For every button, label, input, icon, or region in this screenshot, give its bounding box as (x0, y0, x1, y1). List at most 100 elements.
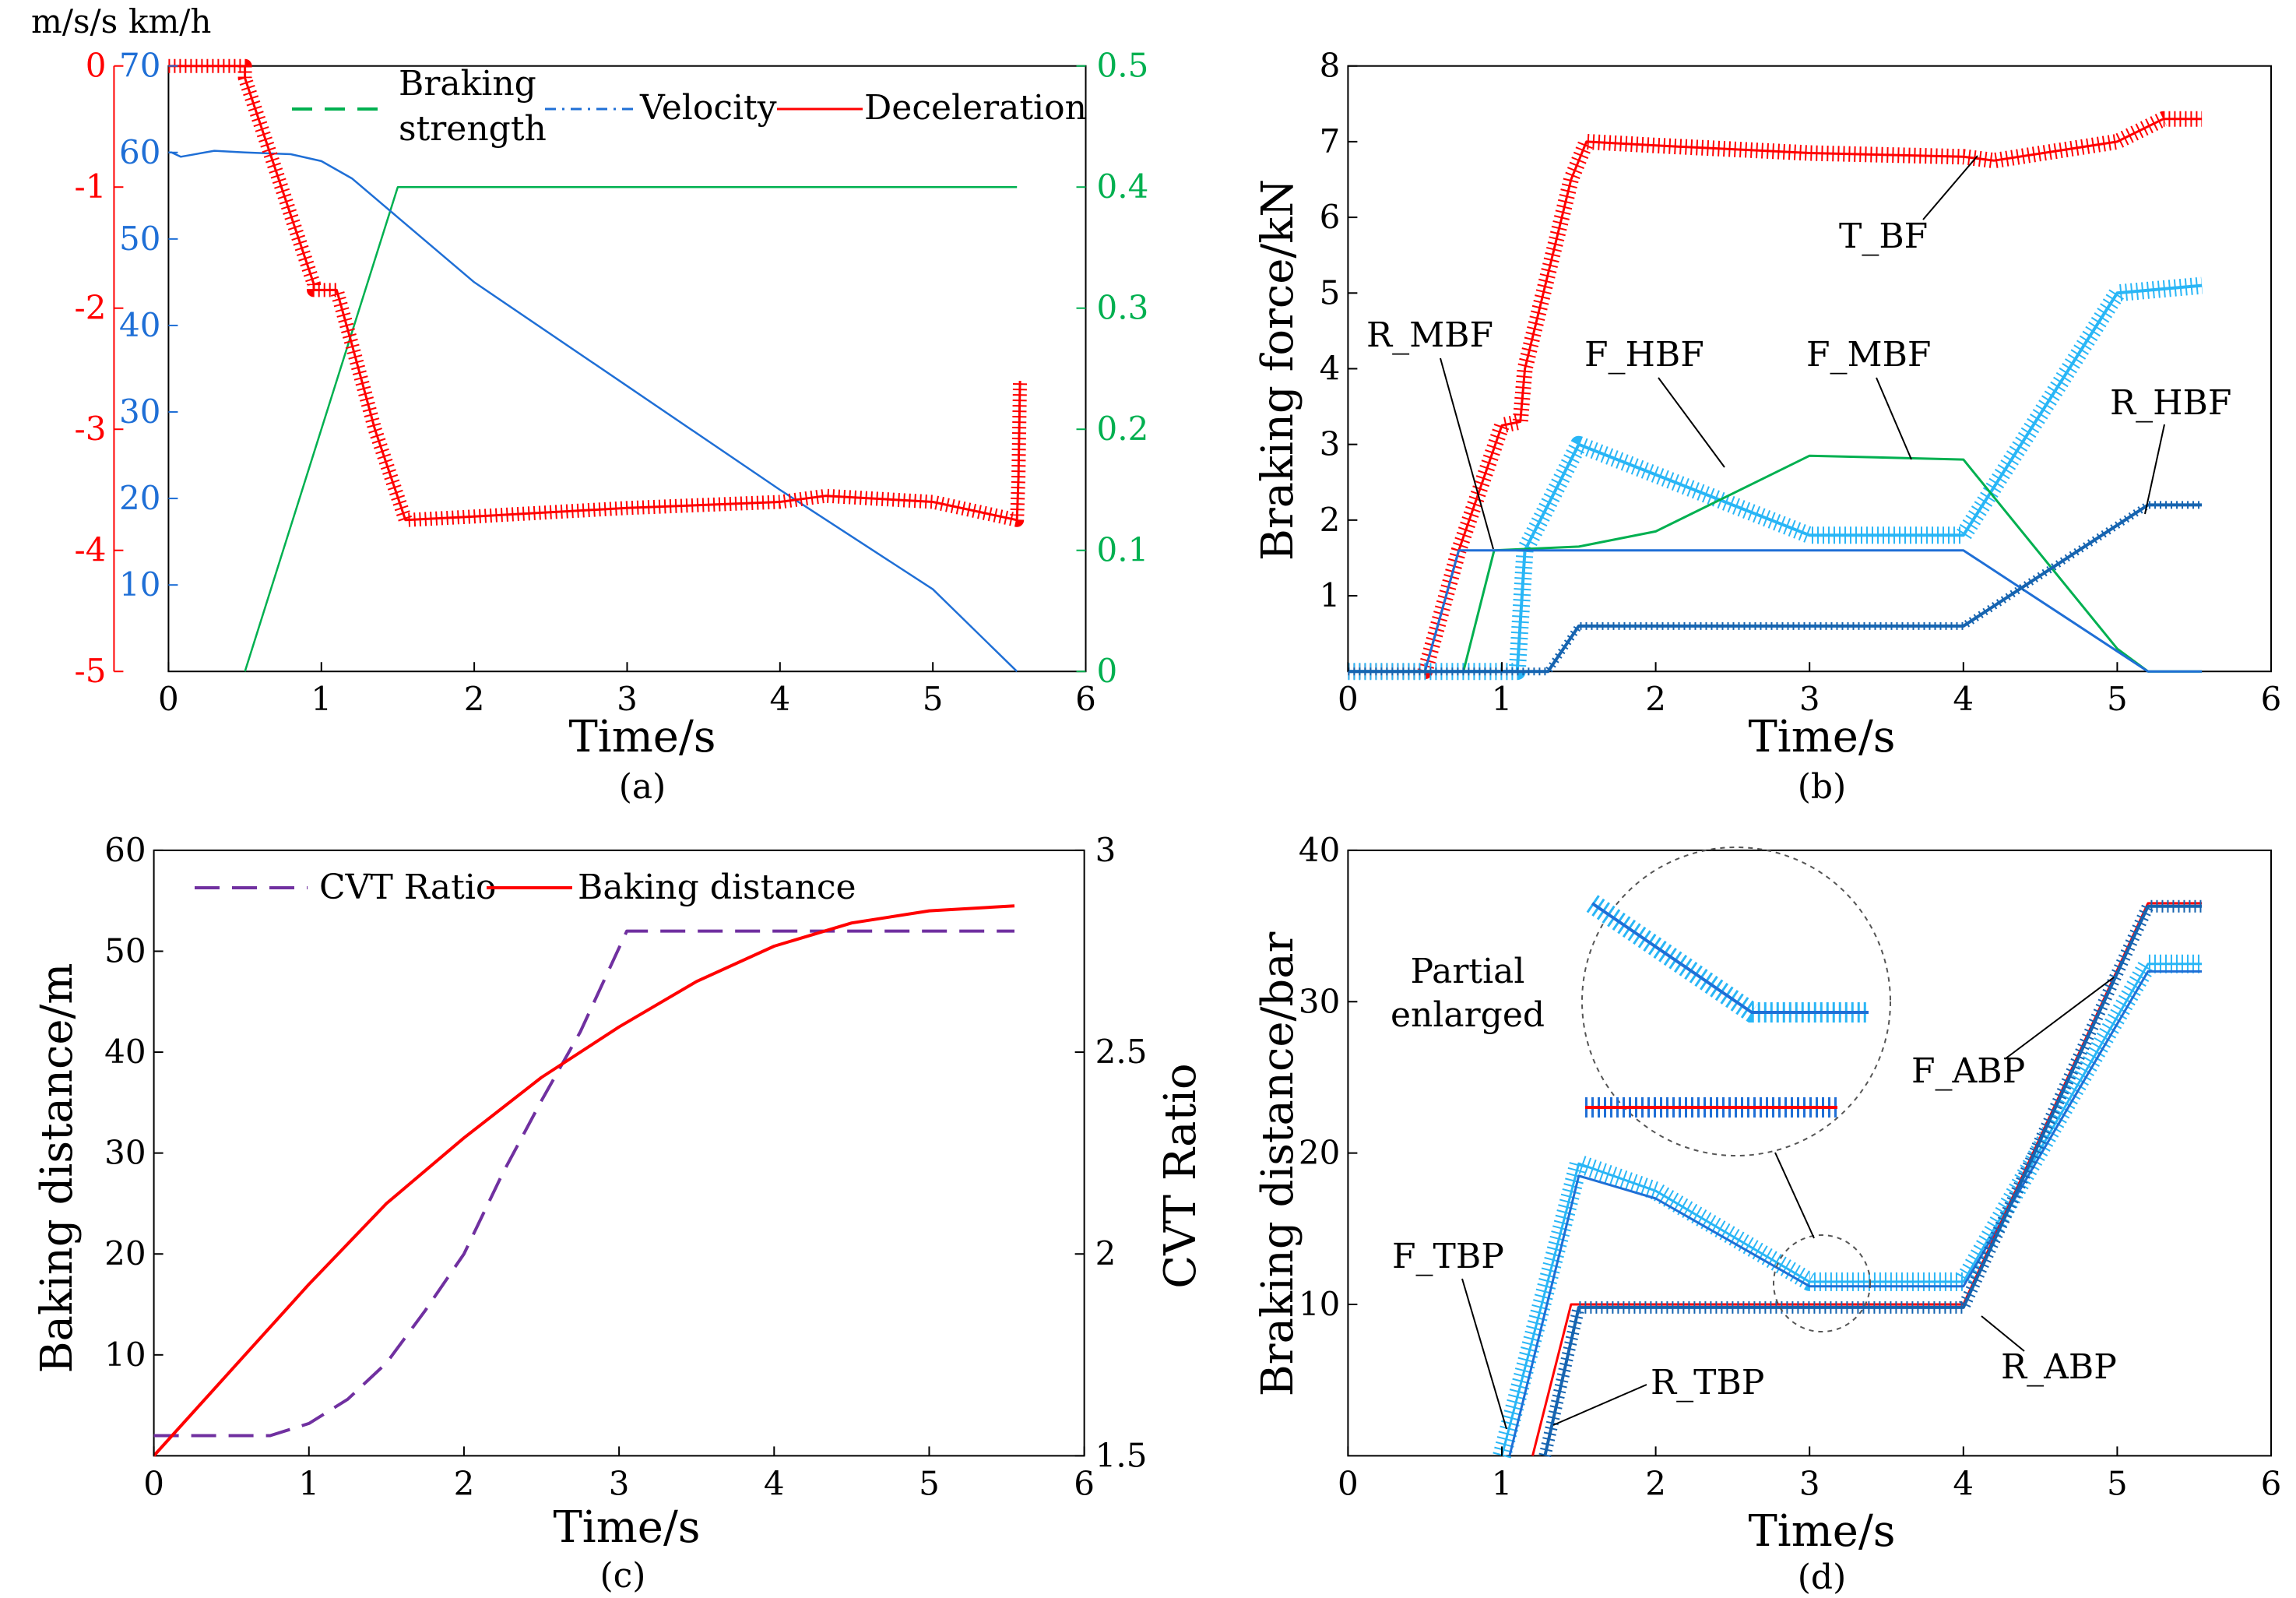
panel-a-xlabel: Time/s (568, 712, 716, 762)
panel-c-xtick-0: 0 (143, 1464, 164, 1502)
panel-a-ticks: 0 1 2 3 4 5 60-1-2-3-4-5706050403020100.50.40.… (75, 47, 1149, 719)
annotation-f-hbf: F_HBF (1584, 335, 1704, 375)
panel-a-xtick-2: 2 (464, 680, 485, 718)
panel-b-ytick-y-1: 2 (1320, 501, 1341, 539)
panel-c-xtick-6: 6 (1074, 1464, 1095, 1502)
legend-braking-strength-label-2: strength (399, 109, 547, 149)
panel-a-ytick-decel-5: -5 (75, 652, 107, 690)
annotation-r-abp-leader (1981, 1315, 2025, 1352)
panel-b-xtick-5: 5 (2107, 680, 2128, 718)
panel-b-series-t-bf (1348, 118, 2203, 673)
panel-b-ytick-y-5: 6 (1320, 198, 1341, 236)
panel-d-series-f-abp (1508, 970, 2203, 1456)
panel-b-xtick-3: 3 (1799, 680, 1820, 718)
panel-c-ytick-yr-0: 1.5 (1095, 1436, 1148, 1474)
panel-a-xtick-5: 5 (923, 680, 944, 718)
panel-c-series-cvt-ratio (153, 929, 1014, 1438)
panel-b-ytick-y-0: 1 (1320, 576, 1341, 614)
annotation-r-tbp: R_TBP (1651, 1363, 1764, 1403)
panel-a-series-velocity (168, 150, 1018, 673)
panel-c-ytick-y-0: 10 (104, 1336, 146, 1374)
panel-b-xtick-0: 0 (1338, 680, 1359, 718)
panel-d-xlabel: Time/s (1748, 1506, 1895, 1557)
panel-a-xtick-6: 6 (1075, 680, 1096, 718)
panel-b-series-r-mbf (1348, 549, 2203, 673)
panel-c-series-baking-distance (153, 904, 1015, 1457)
panel-b-caption: (b) (1798, 767, 1847, 807)
panel-b-ytick-y-4: 5 (1320, 273, 1341, 312)
panel-b-ylabel: Braking force/kN (1253, 179, 1303, 561)
legend-baking-distance-label: Baking distance (578, 868, 856, 907)
panel-c-ticks: 0 1 2 3 4 5 6 10 20 30 40 50 60 1.5 2 2.5 3 (104, 831, 1147, 1503)
panel-c-ytick-yr-2: 2.5 (1095, 1033, 1148, 1071)
panel-c-xtick-1: 1 (298, 1464, 319, 1502)
panel-b-xtick-4: 4 (1953, 680, 1974, 718)
panel-d-xtick-3: 3 (1799, 1464, 1820, 1502)
panel-c-xlabel: Time/s (553, 1502, 700, 1553)
panel-c-ylabel: Baking distance/m (32, 963, 83, 1373)
panel-d-xtick-4: 4 (1953, 1464, 1974, 1502)
panel-a-plot-area (167, 58, 1087, 673)
panel-a-ytick-bs-5: 0 (1097, 652, 1118, 690)
legend-braking-strength-label-1: Braking (399, 64, 536, 104)
panel-c-caption: (c) (600, 1556, 646, 1596)
annotation-r-hbf-leader (2144, 424, 2165, 515)
panel-a: m/s/s km/h 0 1 2 3 4 5 60-1-2-3-4-570605040302… (31, 2, 1148, 807)
panel-a-ytick-vel-1: 60 (119, 133, 160, 171)
panel-a-unit-left: m/s/s (31, 2, 118, 40)
panel-c-ytick-y-2: 30 (104, 1134, 146, 1172)
panel-c-ytick-y-4: 50 (104, 931, 146, 970)
panel-a-series-deceleration-noise (168, 58, 1028, 527)
panel-b-ytick-y-2: 3 (1320, 425, 1341, 463)
panel-a-ytick-bs-3: 0.2 (1097, 410, 1149, 448)
panel-a-ytick-vel-6: 10 (119, 565, 160, 604)
panel-b-ytick-y-7: 8 (1320, 47, 1341, 85)
panel-b-series-t-bf-noise (1348, 111, 2203, 680)
panel-c-legend: CVT Ratio Baking distance (195, 868, 856, 907)
panel-a-ytick-vel-5: 20 (119, 479, 160, 517)
annotation-f-abp-leader (2004, 977, 2115, 1060)
annotation-r-hbf: R_HBF (2110, 383, 2231, 423)
panel-d-ticks: 0 1 2 3 4 5 6 10 20 30 40 (1299, 831, 2281, 1503)
panel-b-xtick-1: 1 (1492, 680, 1513, 718)
annotation-f-mbf: F_MBF (1806, 335, 1931, 375)
panel-a-xtick-4: 4 (769, 680, 790, 718)
panel-c-plot-area (153, 849, 1085, 1457)
panel-a-ytick-bs-2: 0.3 (1097, 289, 1149, 327)
panel-a-ytick-decel-0: 0 (86, 47, 107, 85)
panel-a-unit-middle: km/h (128, 2, 211, 40)
panel-b-series-r-hbf (1348, 503, 2203, 674)
annotation-f-hbf-leader (1658, 377, 1725, 468)
panel-d-ytick-y-1: 20 (1299, 1134, 1340, 1172)
inset-source-circle (1773, 1234, 1871, 1332)
legend-deceleration-label: Deceleration (864, 88, 1087, 128)
panel-c-xtick-4: 4 (764, 1464, 785, 1502)
panel-c-ytick-yr-1: 2 (1095, 1234, 1116, 1272)
annotation-f-tbp: F_TBP (1392, 1237, 1504, 1276)
panel-d-ytick-y-0: 10 (1299, 1285, 1340, 1323)
panel-a-ytick-decel-3: -3 (75, 410, 107, 448)
panel-a-series-braking-strength (244, 185, 1018, 672)
panel-b-xlabel: Time/s (1748, 712, 1895, 762)
panel-d-xtick-2: 2 (1645, 1464, 1666, 1502)
annotation-f-tbp-leader (1461, 1278, 1507, 1430)
annotation-partial: Partial (1411, 952, 1525, 991)
panel-a-legend: Braking strength Velocity Deceleration (292, 64, 1087, 149)
panel-d-xtick-0: 0 (1338, 1464, 1359, 1502)
panel-c-ylabel-right: CVT Ratio (1155, 1063, 1206, 1288)
panel-b-xtick-6: 6 (2261, 680, 2282, 718)
annotation-f-mbf-leader (1876, 377, 1912, 460)
panel-a-ytick-bs-0: 0.5 (1097, 47, 1149, 85)
panel-a-ytick-bs-4: 0.1 (1097, 531, 1149, 569)
panel-a-xtick-3: 3 (617, 680, 638, 718)
panel-a-caption: (a) (619, 767, 666, 807)
annotation-enlarged: enlarged (1391, 995, 1545, 1035)
panel-a-ytick-bs-1: 0.4 (1097, 167, 1149, 206)
panel-c-xtick-3: 3 (609, 1464, 630, 1502)
panel-c-xtick-5: 5 (919, 1464, 940, 1502)
panel-b-plot-area (1347, 65, 2273, 681)
inset-leader (1774, 1152, 1815, 1239)
